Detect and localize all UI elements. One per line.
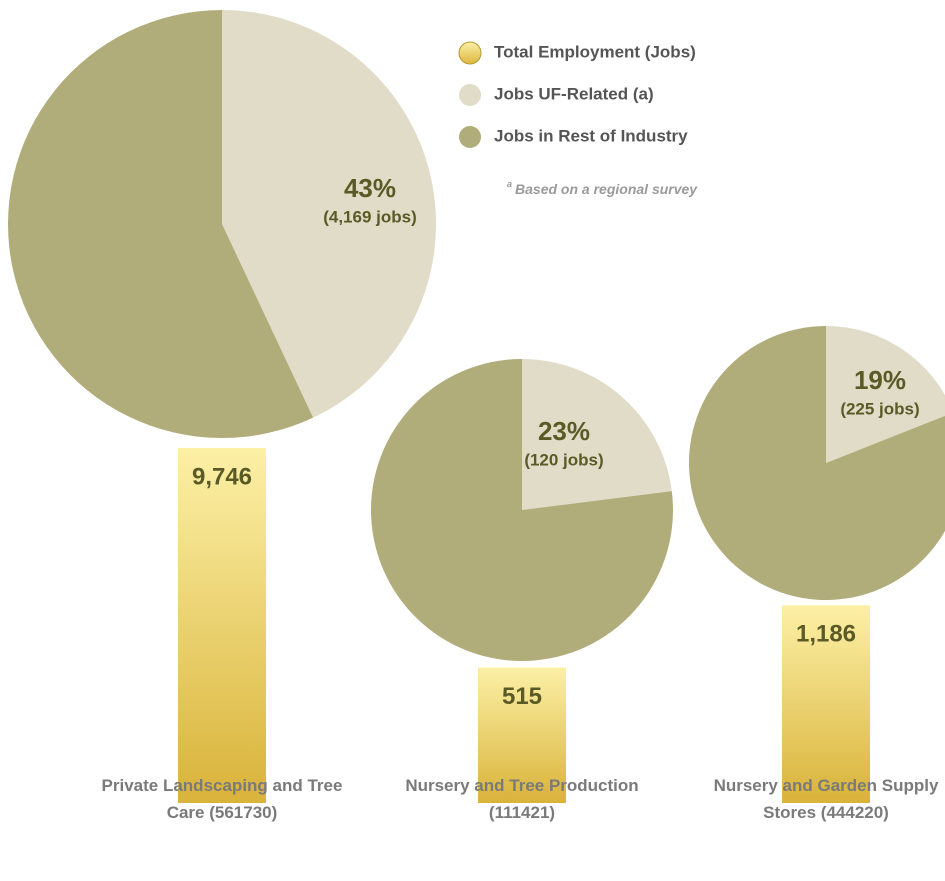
- pie-slice: [7, 10, 314, 438]
- legend-swatch: [458, 41, 482, 65]
- pie-slice: [222, 10, 436, 418]
- legend-swatch: [459, 126, 481, 148]
- pie-percent-label: 19%: [854, 365, 906, 395]
- footnote-mark: a: [507, 179, 512, 189]
- pie-jobs-label: (225 jobs): [840, 399, 919, 418]
- pie-slice: [522, 359, 672, 510]
- footnote-text: Based on a regional survey: [515, 181, 698, 197]
- legend-label: Jobs UF-Related (a): [494, 84, 654, 103]
- bar-value-label: 515: [502, 683, 542, 710]
- footnote: a Based on a regional survey: [507, 179, 698, 196]
- pie-percent-label: 23%: [538, 416, 590, 446]
- pie-percent-label: 43%: [344, 173, 396, 203]
- category-label: Nursery and Garden Supply Stores (444220…: [713, 776, 939, 822]
- legend-label: Total Employment (Jobs): [494, 42, 696, 61]
- category-label: Private Landscaping and Tree Care (56173…: [101, 776, 343, 822]
- bar-value-label: 1,186: [796, 621, 856, 648]
- category-label: Nursery and Tree Production (111421): [405, 776, 639, 822]
- pie-jobs-label: (120 jobs): [524, 450, 603, 469]
- legend-swatch: [459, 84, 481, 106]
- bar-value-label: 9,746: [192, 463, 252, 490]
- pie-slice: [826, 326, 945, 463]
- pie-jobs-label: (4,169 jobs): [323, 207, 417, 226]
- bar: [478, 667, 566, 803]
- pie-slice: [689, 326, 945, 600]
- bar: [782, 605, 870, 803]
- bar: [178, 447, 266, 803]
- legend-label: Jobs in Rest of Industry: [494, 126, 688, 145]
- pie-slice: [371, 359, 673, 661]
